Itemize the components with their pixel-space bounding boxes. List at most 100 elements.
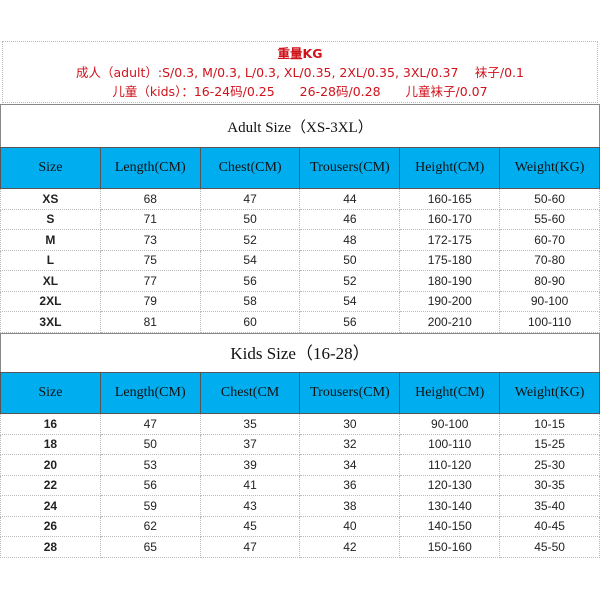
column-header: Length(CM) (99, 147, 201, 189)
table-cell: 36 (299, 474, 401, 496)
column-header: Height(CM) (399, 147, 501, 189)
table-cell: 45-50 (499, 536, 600, 558)
table-cell: 55-60 (499, 208, 600, 230)
size-cell: L (0, 249, 101, 271)
table-cell: 68 (99, 188, 201, 210)
table-cell: 71 (99, 208, 201, 230)
size-cell: XL (0, 270, 101, 292)
table-cell: 30-35 (499, 474, 600, 496)
table-cell: 52 (199, 229, 301, 251)
table-cell: 30 (299, 413, 401, 435)
column-header: Chest(CM) (199, 147, 301, 189)
table-row: 2XL 79 58 54 190-200 90-100 (0, 290, 600, 312)
table-cell: 50-60 (499, 188, 600, 210)
size-cell: 20 (0, 454, 101, 476)
adult-size-title: Adult Size（XS-3XL） (0, 104, 600, 147)
table-row: 22 56 41 36 120-130 30-35 (0, 474, 600, 496)
table-cell: 110-120 (399, 454, 501, 476)
column-header: Trousers(CM) (299, 372, 401, 414)
size-cell: XS (0, 188, 101, 210)
header-row: Size Length(CM) Chest(CM Trousers(CM) Height… (0, 372, 600, 414)
table-cell: 48 (299, 229, 401, 251)
size-cell: 22 (0, 474, 101, 496)
table-cell: 35-40 (499, 495, 600, 517)
table-cell: 10-15 (499, 413, 600, 435)
table-cell: 58 (199, 290, 301, 312)
size-cell: S (0, 208, 101, 230)
table-row: 24 59 43 38 130-140 35-40 (0, 495, 600, 517)
table-cell: 53 (99, 454, 201, 476)
table-cell: 54 (299, 290, 401, 312)
table-cell: 90-100 (499, 290, 600, 312)
table-row: 18 50 37 32 100-110 15-25 (0, 433, 600, 455)
size-cell: 16 (0, 413, 101, 435)
weight-note: 重量KG 成人（adult）:S/0.3, M/0.3, L/0.3, XL/0… (2, 41, 598, 103)
table-cell: 175-180 (399, 249, 501, 271)
table-cell: 140-150 (399, 515, 501, 537)
weight-kids-line: 儿童（kids）：16-24码/0.25 26-28码/0.28 儿童袜子/0.… (112, 84, 488, 99)
table-cell: 15-25 (499, 433, 600, 455)
table-cell: 54 (199, 249, 301, 271)
table-row: XS 68 47 44 160-165 50-60 (0, 188, 600, 210)
column-header: Height(CM) (399, 372, 501, 414)
kids-size-title: Kids Size（16-28） (0, 333, 600, 372)
table-cell: 46 (299, 208, 401, 230)
table-cell: 35 (199, 413, 301, 435)
table-cell: 60-70 (499, 229, 600, 251)
table-cell: 56 (99, 474, 201, 496)
size-cell: 28 (0, 536, 101, 558)
size-cell: M (0, 229, 101, 251)
column-header: Trousers(CM) (299, 147, 401, 189)
table-cell: 200-210 (399, 311, 501, 333)
table-row: 26 62 45 40 140-150 40-45 (0, 515, 600, 537)
table-cell: 37 (199, 433, 301, 455)
table-cell: 59 (99, 495, 201, 517)
table-cell: 75 (99, 249, 201, 271)
header-row: Size Length(CM) Chest(CM) Trousers(CM) Heigh… (0, 147, 600, 189)
table-cell: 100-110 (399, 433, 501, 455)
table-cell: 32 (299, 433, 401, 455)
table-cell: 90-100 (399, 413, 501, 435)
table-row: 16 47 35 30 90-100 10-15 (0, 413, 600, 435)
column-header: Size (0, 372, 101, 414)
size-cell: 3XL (0, 311, 101, 333)
table-cell: 47 (199, 188, 301, 210)
table-cell: 81 (99, 311, 201, 333)
table-cell: 56 (299, 311, 401, 333)
table-cell: 180-190 (399, 270, 501, 292)
weight-adult-line: 成人（adult）:S/0.3, M/0.3, L/0.3, XL/0.35, … (76, 65, 524, 80)
table-cell: 65 (99, 536, 201, 558)
table-cell: 42 (299, 536, 401, 558)
kids-size-table: Size Length(CM) Chest(CM Trousers(CM) Height… (0, 372, 600, 558)
table-cell: 172-175 (399, 229, 501, 251)
weight-title: 重量KG (277, 46, 323, 61)
size-cell: 2XL (0, 290, 101, 312)
table-cell: 50 (99, 433, 201, 455)
table-cell: 160-170 (399, 208, 501, 230)
table-row: 28 65 47 42 150-160 45-50 (0, 536, 600, 558)
table-cell: 45 (199, 515, 301, 537)
table-cell: 73 (99, 229, 201, 251)
table-cell: 77 (99, 270, 201, 292)
table-cell: 50 (199, 208, 301, 230)
table-cell: 120-130 (399, 474, 501, 496)
table-cell: 130-140 (399, 495, 501, 517)
table-cell: 100-110 (499, 311, 600, 333)
table-cell: 44 (299, 188, 401, 210)
table-row: M 73 52 48 172-175 60-70 (0, 229, 600, 251)
table-cell: 190-200 (399, 290, 501, 312)
table-cell: 47 (199, 536, 301, 558)
table-row: XL 77 56 52 180-190 80-90 (0, 270, 600, 292)
table-cell: 80-90 (499, 270, 600, 292)
size-cell: 24 (0, 495, 101, 517)
table-cell: 56 (199, 270, 301, 292)
table-cell: 52 (299, 270, 401, 292)
size-cell: 26 (0, 515, 101, 537)
table-cell: 25-30 (499, 454, 600, 476)
table-cell: 34 (299, 454, 401, 476)
table-cell: 40 (299, 515, 401, 537)
table-cell: 41 (199, 474, 301, 496)
table-cell: 40-45 (499, 515, 600, 537)
table-cell: 79 (99, 290, 201, 312)
table-cell: 60 (199, 311, 301, 333)
